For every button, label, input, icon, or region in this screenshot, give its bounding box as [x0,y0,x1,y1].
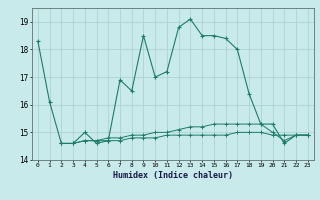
X-axis label: Humidex (Indice chaleur): Humidex (Indice chaleur) [113,171,233,180]
